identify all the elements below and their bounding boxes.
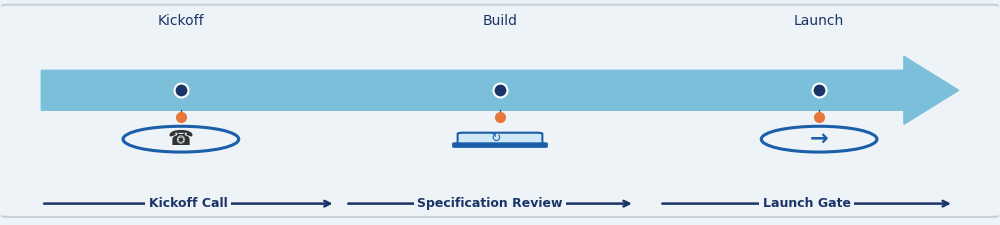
Text: →: → bbox=[810, 129, 828, 149]
Text: Launch: Launch bbox=[794, 14, 844, 28]
Text: Launch Gate: Launch Gate bbox=[763, 197, 851, 210]
FancyBboxPatch shape bbox=[453, 143, 547, 147]
FancyArrow shape bbox=[41, 56, 959, 124]
Text: Specification Review: Specification Review bbox=[417, 197, 563, 210]
Text: Build: Build bbox=[482, 14, 518, 28]
Text: ☎: ☎ bbox=[168, 129, 194, 149]
Text: ↻: ↻ bbox=[490, 132, 500, 144]
FancyBboxPatch shape bbox=[458, 133, 542, 145]
Text: Kickoff: Kickoff bbox=[158, 14, 204, 28]
Text: Kickoff Call: Kickoff Call bbox=[149, 197, 228, 210]
